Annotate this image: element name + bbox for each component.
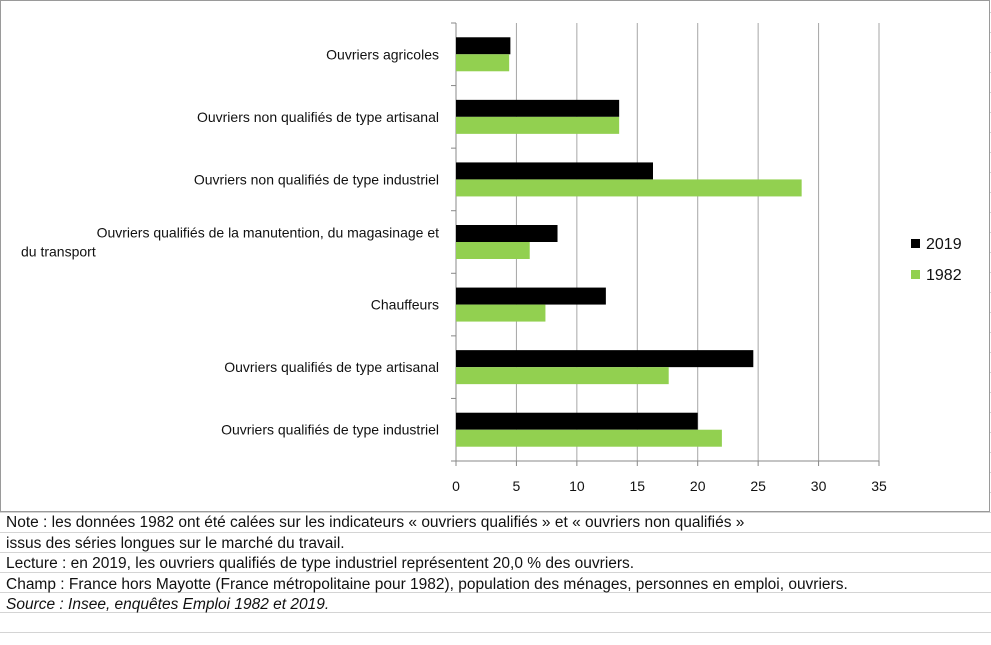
legend-label: 2019 — [926, 236, 962, 253]
bar-2019 — [456, 225, 558, 242]
bar-chart: 0 5 10 15 20 25 30 35 Ouvriers agricoles Ouvriers… — [21, 22, 962, 494]
bar-1982 — [456, 304, 546, 322]
bar-1982 — [456, 367, 669, 385]
bar-1982 — [456, 54, 510, 72]
x-tick-label: 25 — [750, 478, 766, 494]
note-line: issus des séries longues sur le marché d… — [6, 534, 345, 552]
category-label: Ouvriers non qualifiés de type artisanal — [197, 109, 439, 125]
source-line: Source : Insee, enquêtes Emploi 1982 et … — [6, 596, 330, 613]
x-tick-label: 30 — [811, 478, 827, 494]
bar-2019 — [456, 162, 653, 180]
bar-2019 — [456, 350, 754, 368]
category-label: Ouvriers qualifiés de type industriel — [221, 422, 439, 438]
legend-swatch-2019 — [911, 239, 920, 248]
legend-swatch-1982 — [911, 270, 920, 279]
bar-1982 — [456, 179, 802, 197]
bar-1982 — [456, 242, 530, 259]
category-label: du transport — [21, 244, 96, 260]
category-label: Ouvriers agricoles — [326, 46, 439, 62]
x-tick-label: 20 — [690, 478, 706, 494]
x-tick-label: 10 — [569, 478, 585, 494]
category-label: Ouvriers non qualifiés de type industrie… — [194, 171, 439, 187]
category-label: Ouvriers qualifiés de type artisanal — [224, 359, 439, 375]
category-label: Chauffeurs — [371, 297, 439, 313]
bar-2019 — [456, 412, 698, 430]
chart-notes: Note : les données 1982 ont été calées s… — [6, 513, 848, 616]
note-line: Note : les données 1982 ont été calées s… — [6, 514, 745, 531]
bar-1982 — [456, 429, 722, 447]
x-tick-label: 35 — [871, 478, 887, 494]
x-tick-label: 0 — [452, 478, 460, 494]
scope-line: Champ : France hors Mayotte (France métr… — [6, 575, 848, 593]
reading-line: Lecture : en 2019, les ouvriers qualifié… — [6, 555, 635, 572]
bar-2019 — [456, 287, 606, 305]
chart-area[interactable]: 0 5 10 15 20 25 30 35 Ouvriers agricoles Ouvriers… — [0, 0, 990, 512]
bar-1982 — [456, 116, 620, 134]
x-tick-label: 15 — [629, 478, 645, 494]
bar-2019 — [456, 37, 511, 55]
bar-2019 — [456, 99, 620, 117]
legend-label: 1982 — [926, 267, 962, 284]
category-label: Ouvriers qualifiés de la manutention, du… — [97, 225, 440, 241]
x-tick-label: 5 — [513, 478, 521, 494]
